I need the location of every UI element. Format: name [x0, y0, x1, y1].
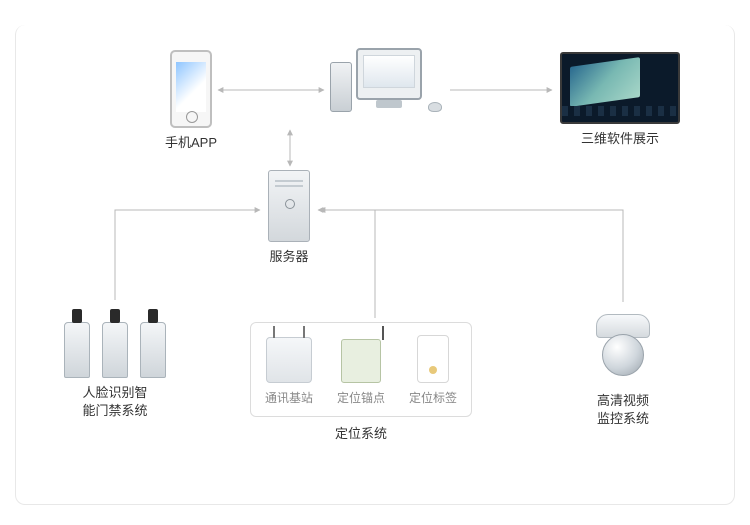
node-access-label: 人脸识别智 能门禁系统 — [82, 384, 147, 419]
display3d-icon — [560, 52, 680, 124]
node-positioning: 通讯基站 定位锚点 定位标签 定位系统 — [250, 322, 472, 443]
node-display-label: 三维软件展示 — [581, 130, 659, 148]
pos-base-label: 通讯基站 — [265, 389, 313, 406]
node-pc — [330, 48, 442, 118]
camera-icon — [588, 310, 658, 386]
turnstile-icon — [60, 310, 170, 378]
node-display: 三维软件展示 — [560, 52, 680, 148]
pos-item-base-station: 通讯基站 — [265, 337, 313, 406]
positioning-box: 通讯基站 定位锚点 定位标签 — [250, 322, 472, 417]
node-positioning-label: 定位系统 — [335, 425, 387, 443]
pos-tag-label: 定位标签 — [409, 389, 457, 406]
node-phone-label: 手机APP — [165, 134, 217, 152]
node-server: 服务器 — [268, 170, 310, 266]
node-server-label: 服务器 — [269, 248, 308, 266]
base-station-icon — [266, 337, 312, 383]
server-icon — [268, 170, 310, 242]
phone-icon — [170, 50, 212, 128]
node-phone: 手机APP — [165, 50, 217, 152]
anchor-icon — [341, 339, 381, 383]
pc-icon — [330, 48, 442, 112]
tag-icon — [417, 335, 449, 383]
node-camera: 高清视频 监控系统 — [588, 310, 658, 427]
diagram-canvas: 手机APP 三维软件展示 服务器 人脸识别智 能门禁系统 — [0, 0, 750, 525]
node-camera-label: 高清视频 监控系统 — [597, 392, 649, 427]
pos-item-anchor: 定位锚点 — [337, 339, 385, 406]
pos-anchor-label: 定位锚点 — [337, 389, 385, 406]
node-access-control: 人脸识别智 能门禁系统 — [60, 310, 170, 419]
pos-item-tag: 定位标签 — [409, 335, 457, 406]
